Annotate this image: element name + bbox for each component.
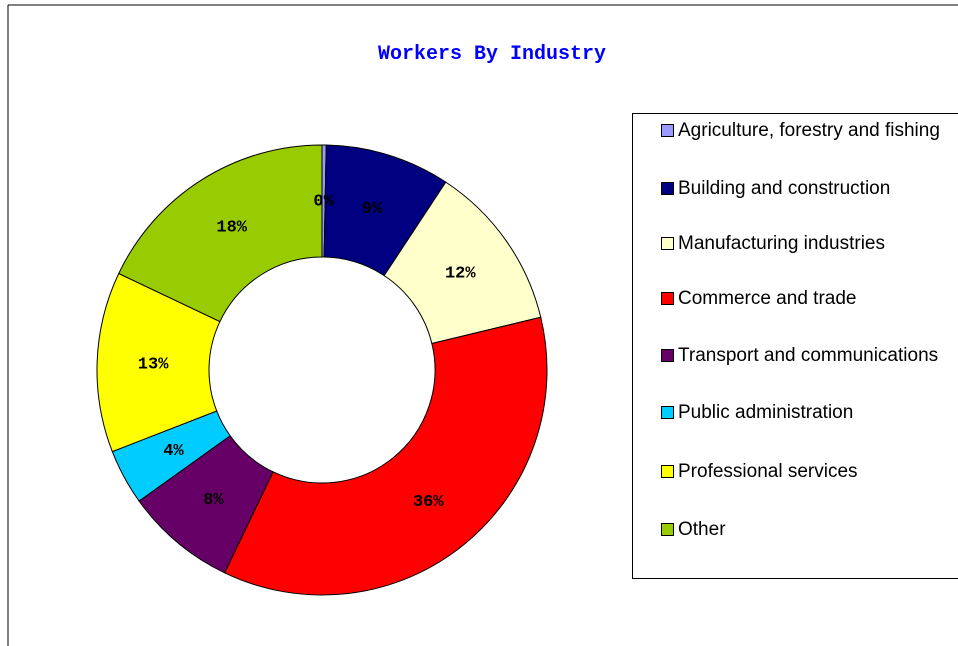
legend-swatch: [661, 182, 674, 195]
legend-label: Professional services: [678, 461, 858, 482]
legend-swatch: [661, 124, 674, 137]
legend-label: Commerce and trade: [678, 288, 857, 309]
slice: [223, 316, 548, 596]
legend-label: Agriculture, forestry and fishing: [678, 120, 940, 141]
legend-label: Building and construction: [678, 178, 891, 199]
value-label: 9%: [362, 200, 383, 219]
legend-swatch: [661, 292, 674, 305]
slice: [118, 144, 323, 323]
legend-swatch: [661, 406, 674, 419]
legend-swatch: [661, 465, 674, 478]
legend: Agriculture, forestry and fishing Buildin…: [632, 113, 958, 579]
legend-label: Manufacturing industries: [678, 233, 885, 254]
legend-label: Public administration: [678, 402, 854, 423]
value-label: 4%: [163, 442, 184, 461]
value-label: 36%: [413, 493, 444, 512]
chart-title: Workers By Industry: [378, 43, 606, 66]
value-label: 12%: [445, 264, 476, 283]
legend-label: Transport and communications: [678, 345, 939, 366]
legend-swatch: [661, 349, 674, 362]
value-label: 0%: [313, 192, 334, 211]
value-label: 13%: [138, 355, 169, 374]
value-label: 18%: [216, 219, 247, 238]
legend-label: Other: [678, 519, 726, 540]
legend-swatch: [661, 237, 674, 250]
legend-swatch: [661, 523, 674, 536]
value-label: 8%: [203, 491, 224, 510]
